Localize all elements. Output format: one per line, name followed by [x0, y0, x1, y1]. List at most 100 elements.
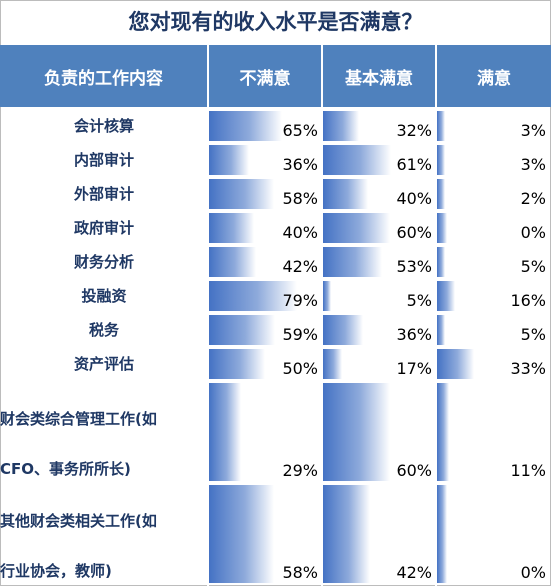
- bar: [209, 179, 274, 209]
- category-label-line: 内部审计: [73, 150, 134, 169]
- bar: [437, 179, 445, 209]
- value-cell: 36%: [323, 315, 435, 345]
- bar: [209, 145, 250, 175]
- value-cell: 5%: [437, 315, 549, 345]
- category-label: 资产评估: [0, 349, 208, 379]
- value-label: 53%: [396, 257, 432, 276]
- bar: [209, 247, 257, 277]
- value-label: 60%: [396, 461, 432, 480]
- category-label: 财务分析: [0, 247, 208, 277]
- value-cell: 58%: [209, 179, 321, 209]
- category-label: 内部审计: [0, 145, 208, 175]
- value-cell: 3%: [437, 145, 549, 175]
- bar: [323, 281, 331, 311]
- value-label: 5%: [520, 325, 546, 344]
- bar: [437, 315, 445, 345]
- bar: [437, 281, 455, 311]
- bar: [209, 111, 282, 141]
- bar: [437, 145, 445, 175]
- bar: [437, 485, 447, 583]
- value-cell: 2%: [437, 179, 549, 209]
- value-cell: 5%: [437, 247, 549, 277]
- header-basically-satisfied: 基本满意: [323, 45, 435, 107]
- header-satisfied: 满意: [437, 45, 551, 107]
- bar: [209, 315, 276, 345]
- value-cell: 17%: [323, 349, 435, 379]
- bar: [209, 281, 298, 311]
- category-label: 投融资: [0, 281, 208, 311]
- value-label: 59%: [282, 325, 318, 344]
- bar: [437, 213, 447, 243]
- category-label-line: 政府审计: [73, 218, 134, 237]
- value-cell: 53%: [323, 247, 435, 277]
- bar: [323, 111, 359, 141]
- value-cell: 16%: [437, 281, 549, 311]
- value-cell: 58%: [209, 485, 321, 583]
- header-dissatisfied: 不满意: [209, 45, 321, 107]
- bar: [323, 179, 368, 209]
- value-label: 40%: [396, 189, 432, 208]
- value-cell: 33%: [437, 349, 549, 379]
- value-label: 2%: [520, 189, 546, 208]
- value-cell: 36%: [209, 145, 321, 175]
- bar: [437, 383, 450, 481]
- value-cell: 79%: [209, 281, 321, 311]
- value-label: 0%: [520, 223, 546, 242]
- category-label: 税务: [0, 315, 208, 345]
- column-separator: [207, 45, 209, 586]
- value-label: 3%: [520, 121, 546, 140]
- value-cell: 60%: [323, 383, 435, 481]
- value-label: 32%: [396, 121, 432, 140]
- value-label: 33%: [510, 359, 546, 378]
- bar: [209, 383, 242, 481]
- category-label-line: 财会类综合管理工作(如: [0, 409, 157, 428]
- column-separator: [435, 45, 437, 586]
- value-label: 50%: [282, 359, 318, 378]
- value-cell: 40%: [323, 179, 435, 209]
- value-label: 0%: [520, 563, 546, 582]
- category-label: 外部审计: [0, 179, 208, 209]
- bar: [323, 485, 371, 583]
- value-label: 65%: [282, 121, 318, 140]
- category-label-line: 投融资: [81, 286, 127, 305]
- category-label: 会计核算: [0, 111, 208, 141]
- value-label: 29%: [282, 461, 318, 480]
- value-cell: 0%: [437, 485, 549, 583]
- value-cell: 3%: [437, 111, 549, 141]
- chart-title: 您对现有的收入水平是否满意？: [128, 10, 423, 34]
- value-label: 5%: [520, 257, 546, 276]
- bar: [437, 111, 445, 141]
- category-label-line: 会计核算: [73, 116, 134, 135]
- value-cell: 42%: [209, 247, 321, 277]
- value-label: 16%: [510, 291, 546, 310]
- value-label: 58%: [282, 563, 318, 582]
- value-cell: 0%: [437, 213, 549, 243]
- category-label-line: 行业协会，教师): [0, 561, 112, 580]
- category-label: 财会类综合管理工作(如 CFO、事务所所长): [0, 383, 208, 481]
- value-label: 36%: [282, 155, 318, 174]
- value-cell: 59%: [209, 315, 321, 345]
- category-label-line: 其他财会类相关工作(如: [0, 511, 157, 530]
- value-label: 42%: [282, 257, 318, 276]
- bar: [437, 349, 474, 379]
- value-cell: 50%: [209, 349, 321, 379]
- bar: [209, 349, 265, 379]
- value-label: 5%: [406, 291, 432, 310]
- value-cell: 29%: [209, 383, 321, 481]
- bar: [323, 383, 391, 481]
- bar: [323, 145, 392, 175]
- bar: [209, 213, 254, 243]
- value-label: 61%: [396, 155, 432, 174]
- value-label: 11%: [510, 461, 546, 480]
- category-label-line: 财务分析: [73, 252, 134, 271]
- category-label: 政府审计: [0, 213, 208, 243]
- header-work-content: 负责的工作内容: [0, 45, 207, 107]
- bar: [209, 485, 274, 583]
- category-label-line: 资产评估: [73, 354, 134, 373]
- value-label: 79%: [282, 291, 318, 310]
- bar: [323, 247, 383, 277]
- category-label-line: 外部审计: [73, 184, 134, 203]
- bar: [323, 349, 343, 379]
- value-label: 42%: [396, 563, 432, 582]
- value-cell: 65%: [209, 111, 321, 141]
